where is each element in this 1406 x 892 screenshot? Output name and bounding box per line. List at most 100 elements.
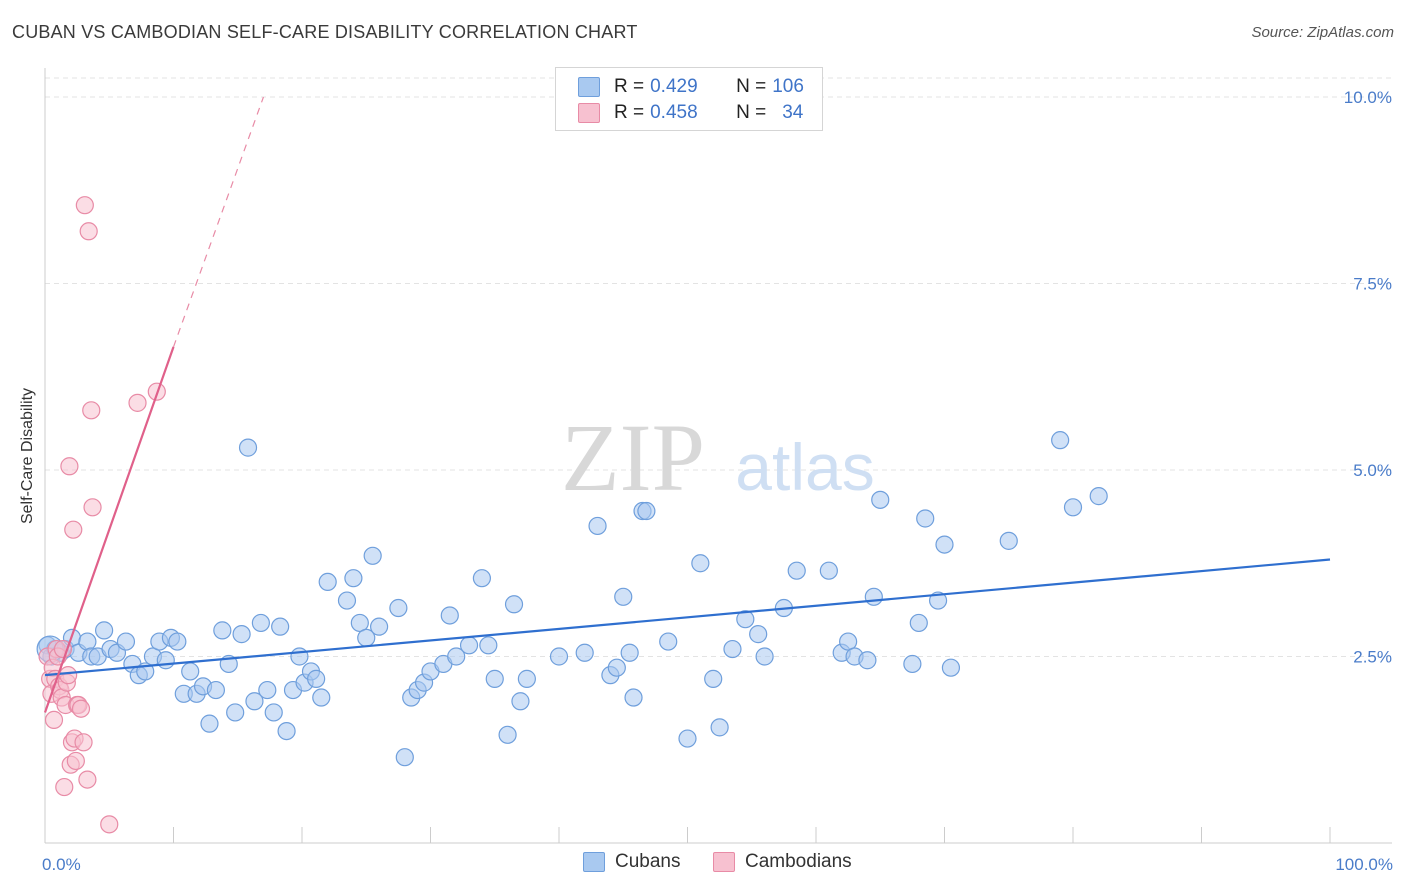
point-cuban xyxy=(1089,487,1108,506)
point-cuban xyxy=(691,554,710,573)
point-cuban xyxy=(395,748,414,767)
legend-label-cubans: Cubans xyxy=(615,851,681,872)
point-cuban xyxy=(168,632,187,651)
point-cuban xyxy=(504,595,524,614)
point-cuban xyxy=(935,535,954,554)
y-tick-label: 7.5% xyxy=(1353,275,1392,294)
watermark-atlas: atlas xyxy=(735,430,874,504)
point-cuban xyxy=(736,610,755,629)
point-cuban xyxy=(819,561,838,580)
point-cuban xyxy=(290,647,309,666)
point-cuban xyxy=(258,680,277,700)
point-cambodian xyxy=(59,666,78,685)
point-cuban xyxy=(485,669,504,688)
point-cambodian xyxy=(79,222,98,241)
point-cuban xyxy=(517,669,536,688)
point-cuban xyxy=(575,643,594,662)
point-cuban xyxy=(498,725,517,744)
point-cuban xyxy=(1051,431,1070,450)
axes xyxy=(44,68,1392,844)
point-cuban xyxy=(787,561,806,580)
point-cuban xyxy=(440,606,459,625)
point-cuban xyxy=(277,721,296,741)
point-cuban xyxy=(116,632,136,651)
point-cambodian xyxy=(71,699,91,718)
y-tick-label: 2.5% xyxy=(1353,648,1392,667)
series-legend: Cubans Cambodians xyxy=(0,851,1406,877)
point-cuban xyxy=(941,658,961,677)
legend-swatch-cubans xyxy=(578,77,600,97)
gridlines xyxy=(45,77,1392,657)
point-cuban xyxy=(389,598,408,618)
point-cuban xyxy=(344,569,363,588)
trend-lines xyxy=(43,96,1331,713)
point-cuban xyxy=(307,669,326,688)
legend-swatch-cambodians xyxy=(578,103,600,123)
point-cuban xyxy=(459,636,479,655)
series-cambodians xyxy=(38,196,166,834)
point-cambodian xyxy=(44,710,64,730)
point-cambodian xyxy=(66,751,85,771)
point-cuban xyxy=(156,651,175,670)
point-cuban xyxy=(659,632,678,651)
point-cambodian xyxy=(75,196,94,215)
watermark: ZIP atlas xyxy=(561,404,875,511)
point-cuban xyxy=(312,688,331,707)
point-cambodian xyxy=(53,639,73,659)
trend-line-cambodians xyxy=(43,346,175,713)
point-cambodian xyxy=(60,457,79,476)
point-cuban xyxy=(588,516,607,536)
point-cuban xyxy=(200,714,219,733)
point-cuban xyxy=(472,569,491,588)
legend-r-label: R = xyxy=(614,76,645,97)
point-cuban xyxy=(916,509,935,528)
point-cuban xyxy=(607,658,626,677)
point-cuban xyxy=(318,572,337,592)
point-cuban xyxy=(928,591,948,610)
tick-labels: 2.5% 5.0% 7.5% 10.0% 0.0% 100.0% xyxy=(42,88,1393,874)
point-cuban xyxy=(245,692,264,711)
legend-row-cambodians: R = 0.458 N = 34 xyxy=(578,101,803,125)
point-cambodian xyxy=(128,393,147,412)
x-tick-label: 0.0% xyxy=(42,855,81,874)
legend-n-value: 106 xyxy=(772,76,804,97)
point-cuban xyxy=(678,729,697,748)
point-cuban xyxy=(370,617,389,636)
point-cuban xyxy=(479,636,498,655)
legend-n-value: 34 xyxy=(782,102,804,123)
point-cuban xyxy=(723,639,742,659)
point-cuban xyxy=(858,651,877,670)
trend-line-cambodians-extension xyxy=(172,96,265,348)
point-cuban xyxy=(264,703,283,722)
point-cuban xyxy=(549,647,569,666)
point-cuban xyxy=(232,625,251,644)
chart-title: CUBAN VS CAMBODIAN SELF-CARE DISABILITY … xyxy=(12,22,638,42)
point-cuban xyxy=(864,587,883,606)
point-cuban xyxy=(710,718,729,737)
point-cuban xyxy=(704,669,723,688)
trend-line-cubans xyxy=(44,558,1331,677)
y-tick-label: 5.0% xyxy=(1353,461,1392,480)
point-cuban xyxy=(337,591,357,610)
point-cuban xyxy=(206,680,226,700)
point-cuban xyxy=(447,647,466,666)
point-cuban xyxy=(871,490,890,509)
point-cambodian xyxy=(82,401,101,420)
point-cuban xyxy=(511,692,530,711)
stats-legend: R = 0.429 N = 106 R = 0.458 N = 34 xyxy=(555,67,823,131)
point-cambodian xyxy=(83,498,102,517)
legend-swatch-cubans xyxy=(583,852,605,872)
legend-swatch-cambodians xyxy=(713,852,735,872)
point-cuban xyxy=(95,621,114,640)
point-cambodian xyxy=(100,815,119,834)
point-cuban xyxy=(637,501,656,521)
point-cuban xyxy=(181,662,200,681)
legend-n-label: N = xyxy=(736,102,767,123)
point-cuban xyxy=(999,531,1018,550)
legend-row-cubans: R = 0.429 N = 106 xyxy=(578,75,804,99)
point-cambodian xyxy=(74,733,93,752)
watermark-zip: ZIP xyxy=(561,404,705,511)
point-cuban xyxy=(78,632,97,651)
legend-r-value: 0.429 xyxy=(650,76,698,97)
